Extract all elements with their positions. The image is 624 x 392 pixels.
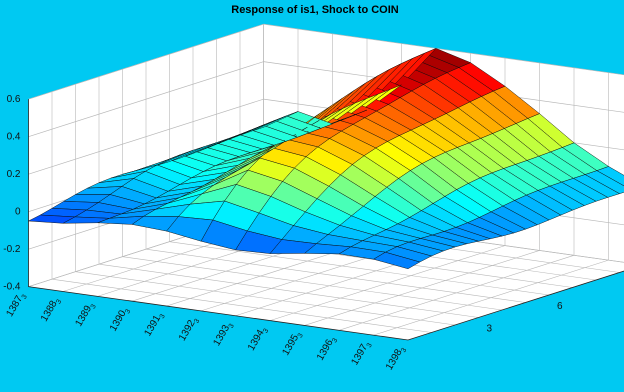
date-tick-text: 13953 bbox=[280, 329, 304, 358]
date-tick-label: 13963 bbox=[315, 334, 339, 363]
date-tick-quarter: 3 bbox=[297, 332, 305, 339]
date-tick-quarter: 3 bbox=[262, 328, 270, 335]
date-tick-text: 13963 bbox=[315, 334, 339, 363]
date-tick-text: 13933 bbox=[211, 320, 235, 349]
date-tick-quarter: 3 bbox=[21, 294, 29, 301]
date-tick-text: 13893 bbox=[73, 300, 97, 329]
date-tick-text: 13903 bbox=[108, 305, 132, 334]
date-tick-text: 13913 bbox=[142, 310, 166, 339]
grid-line bbox=[145, 248, 526, 303]
z-tick-label: 0.6 bbox=[7, 94, 21, 105]
date-tick-quarter: 3 bbox=[331, 337, 339, 344]
horizon-tick-label: 3 bbox=[487, 324, 493, 335]
surface-patch bbox=[28, 214, 76, 224]
date-tick-text: 13983 bbox=[384, 344, 408, 373]
date-tick-quarter: 3 bbox=[400, 347, 408, 354]
date-tick-quarter: 3 bbox=[90, 303, 98, 310]
z-tick-label: 0.4 bbox=[7, 132, 21, 143]
date-tick-quarter: 3 bbox=[193, 318, 201, 325]
chart-title: Response of is1, Shock to COIN bbox=[231, 4, 399, 16]
date-tick-label: 13953 bbox=[280, 329, 304, 358]
date-tick-label: 13913 bbox=[142, 310, 166, 339]
date-tick-label: 13903 bbox=[108, 305, 132, 334]
axis-lines bbox=[28, 99, 624, 341]
date-tick-text: 13873 bbox=[4, 291, 28, 320]
date-tick-text: 13943 bbox=[246, 325, 270, 354]
date-tick-label: 13873 bbox=[4, 291, 28, 320]
date-tick-quarter: 3 bbox=[124, 308, 132, 315]
date-tick-quarter: 3 bbox=[228, 323, 236, 330]
z-tick-label: -0.4 bbox=[3, 282, 21, 293]
horizon-tick-label: 6 bbox=[557, 301, 563, 312]
date-tick-label: 13983 bbox=[384, 344, 408, 373]
grid-line bbox=[51, 278, 432, 333]
date-tick-quarter: 3 bbox=[366, 342, 374, 349]
grid-line bbox=[122, 256, 503, 311]
grid-line bbox=[169, 241, 550, 296]
date-tick-label: 13883 bbox=[39, 295, 63, 324]
date-tick-label: 13973 bbox=[349, 339, 373, 368]
grid-line bbox=[98, 263, 479, 318]
z-tick-label: 0 bbox=[15, 207, 21, 218]
date-tick-quarter: 3 bbox=[55, 298, 63, 305]
date-tick-label: 13893 bbox=[73, 300, 97, 329]
grid-line bbox=[75, 271, 456, 326]
date-tick-label: 13933 bbox=[211, 320, 235, 349]
date-tick-label: 13923 bbox=[177, 315, 201, 344]
surface bbox=[28, 48, 624, 270]
date-tick-text: 13883 bbox=[39, 295, 63, 324]
date-tick-quarter: 3 bbox=[159, 313, 167, 320]
grid-line bbox=[263, 23, 624, 76]
date-tick-label: 13943 bbox=[246, 325, 270, 354]
date-tick-text: 13923 bbox=[177, 315, 201, 344]
z-tick-label: -0.2 bbox=[3, 244, 21, 255]
z-tick-label: 0.2 bbox=[7, 169, 21, 180]
floor-plane bbox=[28, 211, 624, 340]
date-tick-text: 13973 bbox=[349, 339, 373, 368]
